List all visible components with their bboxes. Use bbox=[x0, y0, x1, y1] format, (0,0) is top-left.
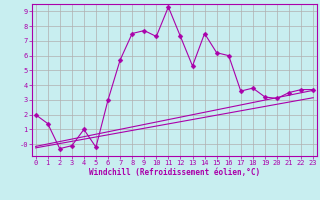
X-axis label: Windchill (Refroidissement éolien,°C): Windchill (Refroidissement éolien,°C) bbox=[89, 168, 260, 177]
